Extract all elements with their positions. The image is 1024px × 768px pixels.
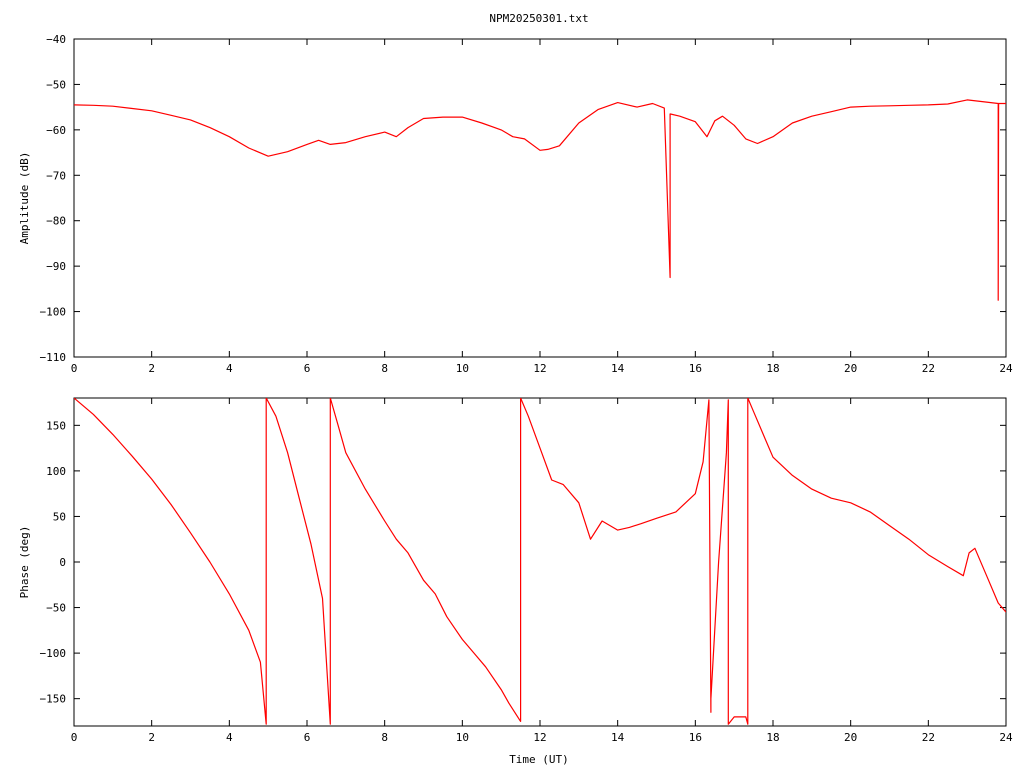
amplitude-ytick-label: −80	[46, 215, 66, 228]
amplitude-ytick-label: −40	[46, 33, 66, 46]
amplitude-xtick-label: 6	[304, 362, 311, 375]
phase-ytick-label: −100	[40, 647, 67, 660]
amplitude-xtick-label: 12	[533, 362, 546, 375]
phase-ytick-label: 150	[46, 419, 66, 432]
phase-ytick-label: −50	[46, 602, 66, 615]
amplitude-ytick-label: −50	[46, 78, 66, 91]
phase-xtick-label: 22	[922, 731, 935, 744]
phase-xtick-label: 8	[381, 731, 388, 744]
amplitude-xtick-label: 22	[922, 362, 935, 375]
time-xlabel: Time (UT)	[509, 753, 569, 766]
phase-ytick-label: 50	[53, 510, 66, 523]
amplitude-ytick-label: −100	[40, 306, 67, 319]
amplitude-ytick-label: −70	[46, 169, 66, 182]
amplitude-ytick-label: −90	[46, 260, 66, 273]
amplitude-xtick-label: 14	[611, 362, 625, 375]
phase-xtick-label: 18	[766, 731, 779, 744]
phase-xtick-label: 0	[71, 731, 78, 744]
amplitude-series-line	[74, 99, 1006, 301]
phase-xtick-label: 6	[304, 731, 311, 744]
chart-title: NPM20250301.txt	[489, 12, 588, 25]
phase-xtick-label: 20	[844, 731, 857, 744]
amplitude-xtick-label: 4	[226, 362, 233, 375]
phase-panel: 0 2 4 6 8 10 12 14 16 18 20 22 24−150−100−5005010015…	[40, 397, 1013, 744]
phase-xtick-label: 12	[533, 731, 546, 744]
phase-ytick-label: 100	[46, 465, 66, 478]
amplitude-ytick-label: −110	[40, 351, 67, 364]
amplitude-xtick-label: 2	[148, 362, 155, 375]
amplitude-ylabel: Amplitude (dB)	[18, 152, 31, 245]
phase-ylabel: Phase (deg)	[18, 526, 31, 599]
amplitude-xtick-label: 18	[766, 362, 779, 375]
phase-xtick-label: 10	[456, 731, 469, 744]
phase-xtick-label: 2	[148, 731, 155, 744]
phase-xtick-label: 4	[226, 731, 233, 744]
phase-xtick-label: 16	[689, 731, 702, 744]
amplitude-xtick-label: 20	[844, 362, 857, 375]
phase-ytick-label: 0	[59, 556, 66, 569]
phase-series-line	[74, 398, 1006, 725]
amplitude-xtick-label: 24	[999, 362, 1013, 375]
amplitude-xtick-label: 10	[456, 362, 469, 375]
amplitude-xtick-label: 0	[71, 362, 78, 375]
phase-xtick-label: 24	[999, 731, 1013, 744]
phase-xtick-label: 14	[611, 731, 625, 744]
amplitude-panel: 0 2 4 6 8 10 12 14 16 18 20 22 24−110−100−90−80−70−6…	[40, 33, 1013, 375]
amplitude-xtick-label: 8	[381, 362, 388, 375]
amplitude-ytick-label: −60	[46, 124, 66, 137]
amplitude-xtick-label: 16	[689, 362, 702, 375]
phase-ytick-label: −150	[40, 693, 67, 706]
